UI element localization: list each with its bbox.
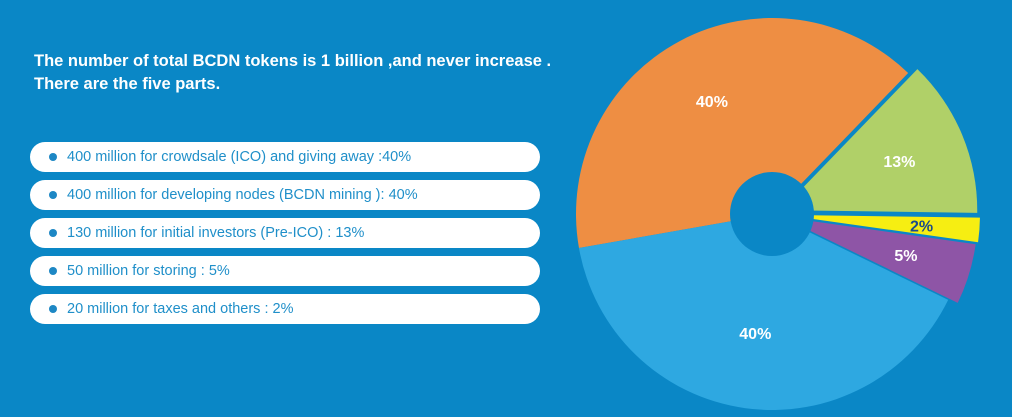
pie-slice-label: 40% xyxy=(696,94,728,111)
list-item-text: 130 million for initial investors (Pre-I… xyxy=(67,225,365,241)
list-item-text: 400 million for developing nodes (BCDN m… xyxy=(67,187,418,203)
pie-slice-label: 5% xyxy=(894,248,917,265)
token-pie-chart: 40% 13% 2% 5% 40% xyxy=(576,17,980,411)
pie-slice xyxy=(781,216,976,303)
list-item-text: 400 million for crowdsale (ICO) and givi… xyxy=(67,149,412,165)
heading-line-1: The number of total BCDN tokens is 1 bil… xyxy=(34,52,552,70)
bullet-icon xyxy=(49,267,57,275)
bullet-icon xyxy=(49,153,57,161)
heading: The number of total BCDN tokens is 1 bil… xyxy=(34,50,634,96)
list-item: 130 million for initial investors (Pre-I… xyxy=(30,218,540,248)
pie-slice-label: 13% xyxy=(883,154,915,171)
list-item: 400 million for developing nodes (BCDN m… xyxy=(30,180,540,210)
pie-slice xyxy=(781,69,978,213)
pie-slice-label: 40% xyxy=(739,326,771,343)
pie-slice-label: 2% xyxy=(910,219,933,236)
bullet-icon xyxy=(49,305,57,313)
pie-center-hole xyxy=(730,172,814,256)
bullet-icon xyxy=(49,191,57,199)
pie-slice xyxy=(783,214,980,243)
list-item-text: 50 million for storing : 5% xyxy=(67,263,230,279)
pie-slice xyxy=(578,214,949,411)
list-item: 50 million for storing : 5% xyxy=(30,256,540,286)
list-item-text: 20 million for taxes and others : 2% xyxy=(67,301,294,317)
pie-slice xyxy=(576,17,909,249)
list-item: 400 million for crowdsale (ICO) and givi… xyxy=(30,142,540,172)
heading-line-2: There are the five parts. xyxy=(34,75,221,93)
list-item: 20 million for taxes and others : 2% xyxy=(30,294,540,324)
bullet-icon xyxy=(49,229,57,237)
token-distribution-list: 400 million for crowdsale (ICO) and givi… xyxy=(30,142,540,332)
